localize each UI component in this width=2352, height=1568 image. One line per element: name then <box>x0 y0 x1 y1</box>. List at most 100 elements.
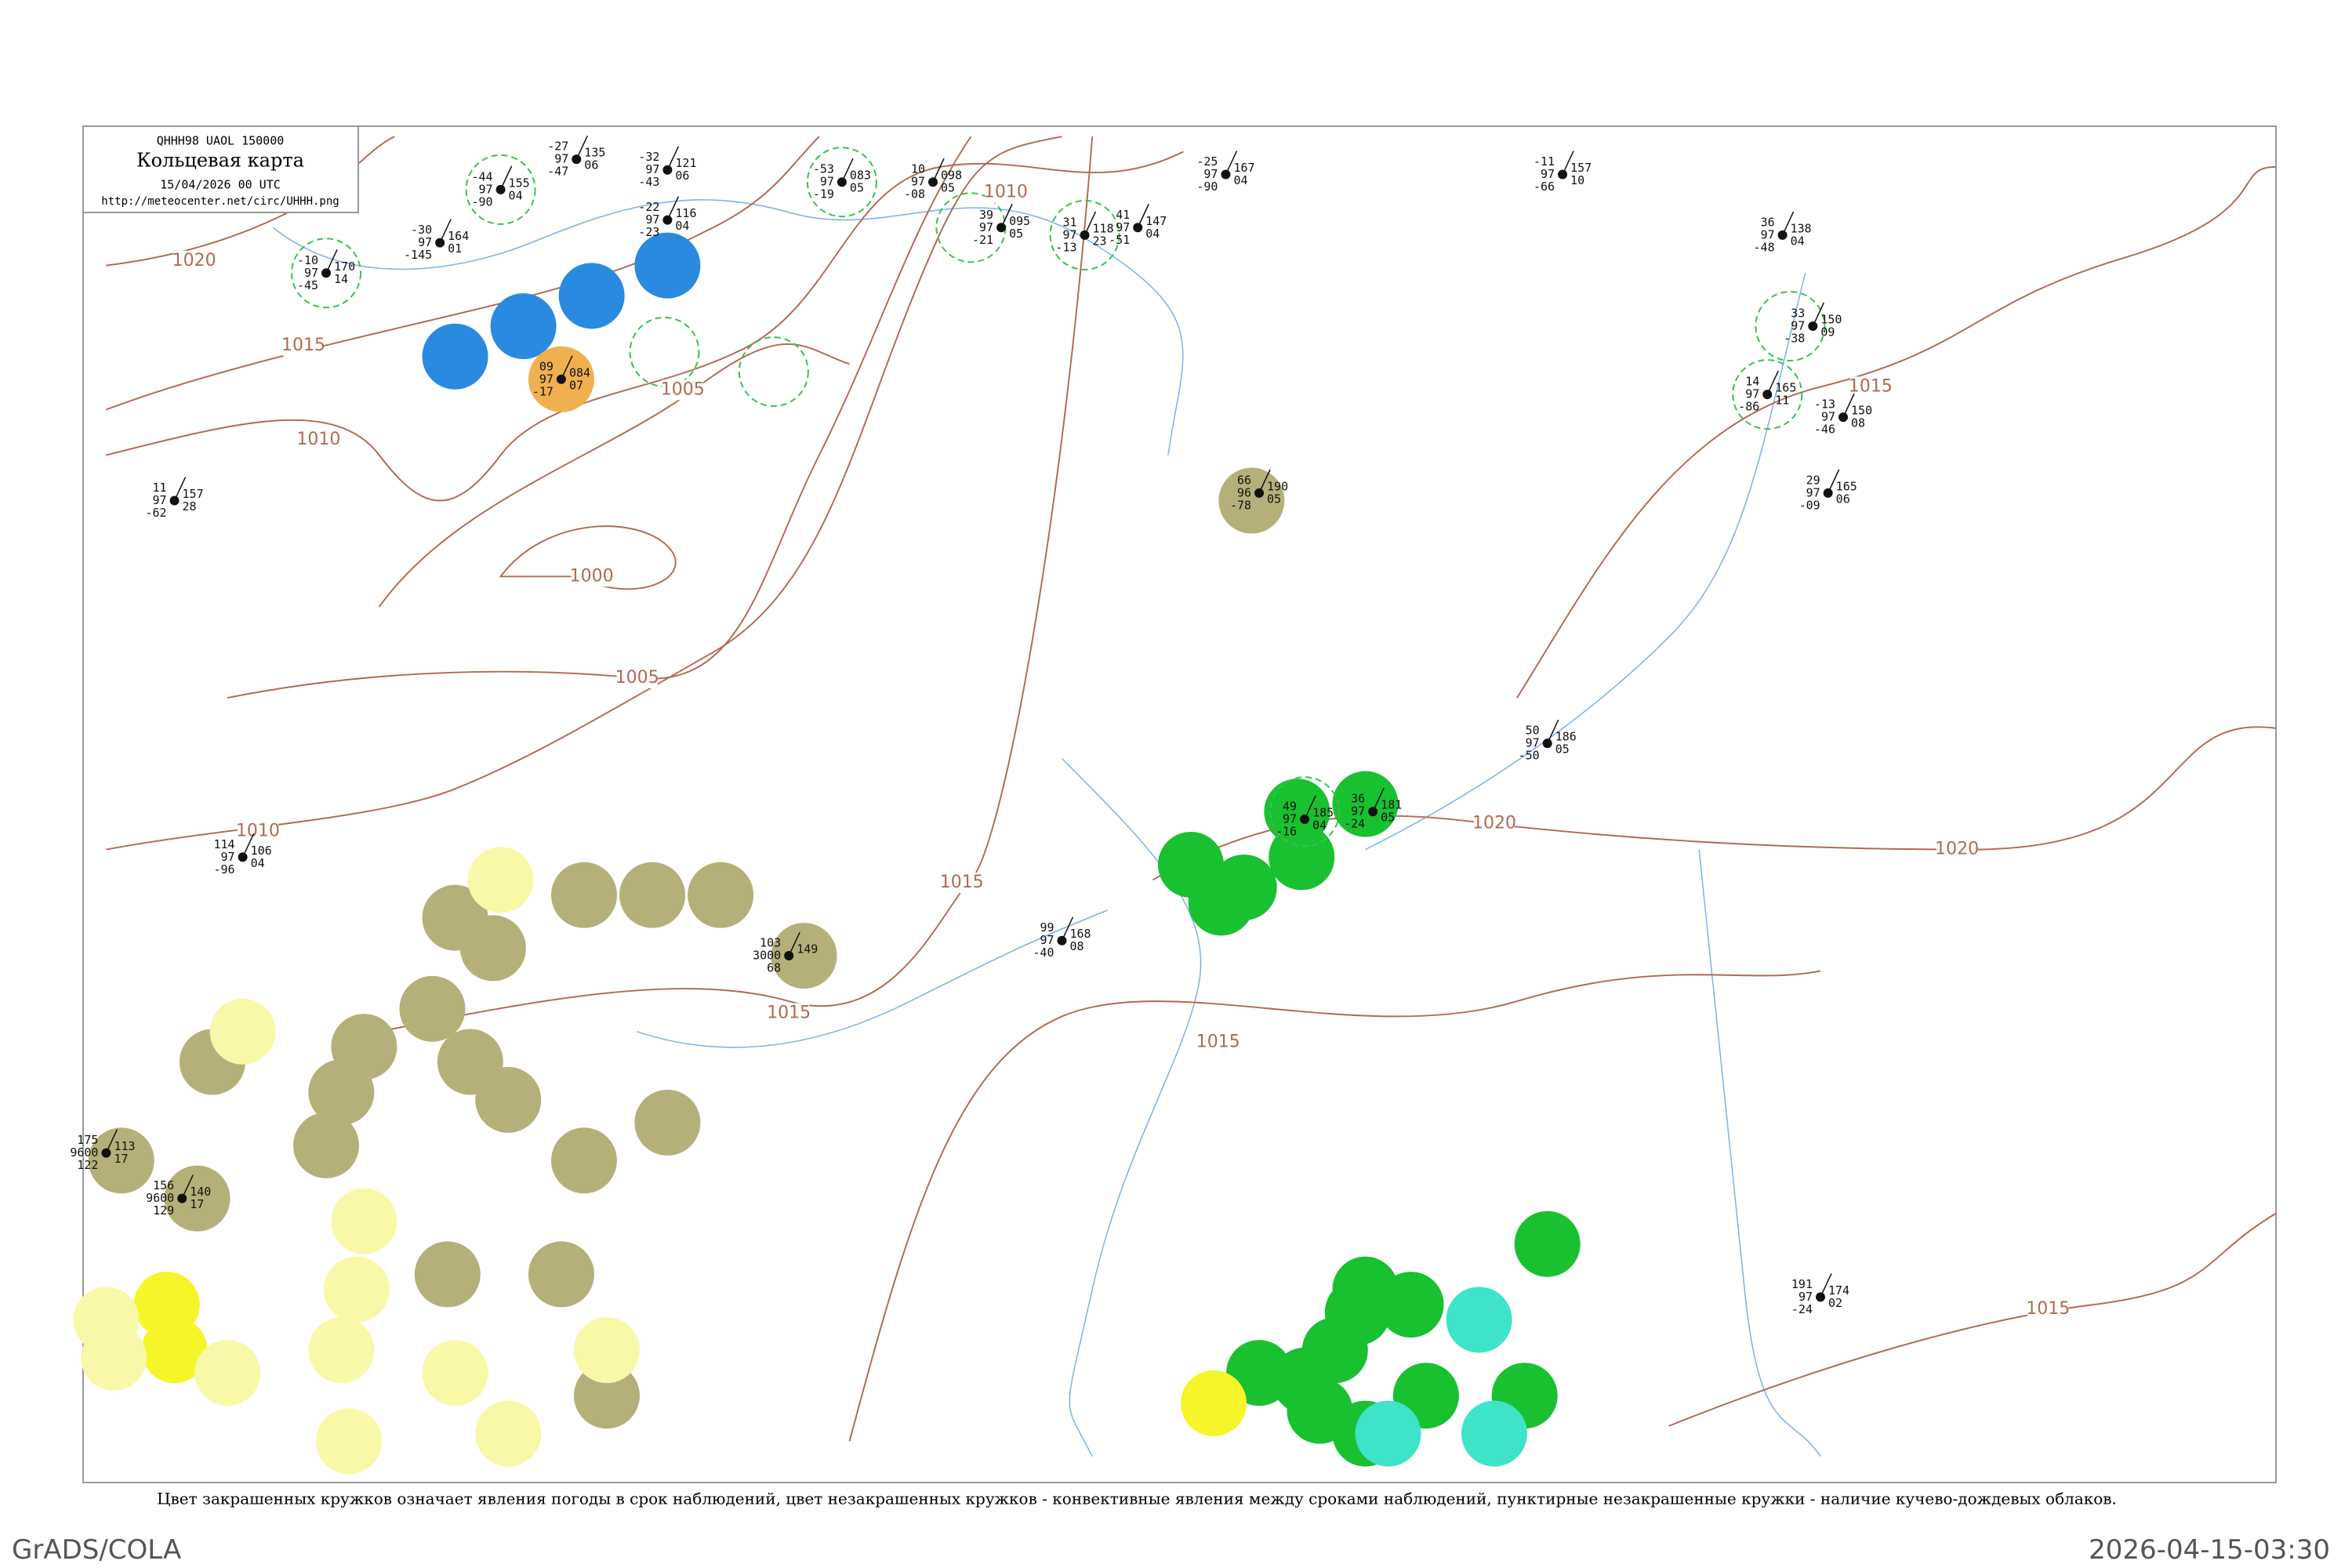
station-value: 08 <box>1070 939 1084 953</box>
station-value: 97 <box>1351 804 1365 818</box>
station-value: 09 <box>1820 325 1835 339</box>
weather-circle <box>331 1188 397 1254</box>
isobar-label: 1020 <box>1472 814 1516 833</box>
isobar-label-bg <box>662 379 703 401</box>
station-value: 113 <box>114 1139 135 1153</box>
station-value: 122 <box>77 1158 98 1172</box>
wind-barb <box>1000 203 1013 228</box>
station-value: -27 <box>547 140 568 154</box>
station-value: -53 <box>813 162 834 176</box>
cb-circle <box>806 147 877 218</box>
station-value: 106 <box>251 844 272 858</box>
weather-circle <box>141 1317 208 1384</box>
cb-circle <box>291 238 362 309</box>
header-url: http://meteocenter.net/circ/UHHH.png <box>101 195 339 208</box>
station-value: 10 <box>911 162 925 176</box>
weather-circle <box>1181 1370 1247 1436</box>
isobar-label-bg <box>616 667 658 688</box>
station-value: 121 <box>675 156 696 170</box>
station-value: 04 <box>509 188 523 202</box>
isobar-label: 1015 <box>281 336 325 355</box>
station-value: 165 <box>1775 381 1796 395</box>
weather-circle <box>467 847 534 913</box>
weather-circles <box>73 147 1826 1475</box>
weather-circle <box>528 1241 594 1308</box>
station-value: 164 <box>448 229 469 243</box>
station-value: 05 <box>1381 811 1395 825</box>
isobars <box>106 136 2276 1442</box>
station-value: -78 <box>1230 498 1251 512</box>
station-value: 174 <box>1828 1283 1849 1298</box>
wind-barb <box>666 146 680 171</box>
station-value: -22 <box>638 200 659 214</box>
station-value: 68 <box>767 961 781 975</box>
station-value: -90 <box>1196 180 1218 194</box>
station-value: -21 <box>972 233 993 247</box>
isobar-label-bg <box>1936 839 1978 860</box>
station-value: 97 <box>1798 1290 1813 1304</box>
isobar-label: 1015 <box>1849 376 1893 396</box>
station-value: -24 <box>1791 1302 1813 1316</box>
station-value: -96 <box>214 862 235 877</box>
isobar-label-bg <box>941 873 982 894</box>
station-value: 01 <box>448 241 462 256</box>
station-value: -23 <box>638 225 659 239</box>
weather-circle <box>475 1066 542 1133</box>
station-value: 97 <box>979 220 993 234</box>
station-value: 165 <box>1836 479 1857 493</box>
station-value: 97 <box>221 850 235 864</box>
station-value: 150 <box>1820 313 1842 327</box>
station-value: 185 <box>1312 805 1334 819</box>
station-value: -44 <box>471 169 492 183</box>
wind-barb <box>1812 302 1825 327</box>
weather-circle <box>1218 467 1285 534</box>
isobar-label-bg <box>298 430 339 451</box>
isobar-label: 1015 <box>767 1004 811 1023</box>
station-value: -19 <box>813 187 834 201</box>
cb-circle <box>738 336 809 408</box>
station-value: 05 <box>941 181 955 195</box>
isobar-label-bg <box>283 336 324 357</box>
station-value: 97 <box>1791 319 1805 333</box>
header-title: Кольцевая карта <box>136 150 304 172</box>
station-value: 23 <box>1093 234 1107 248</box>
weather-circle <box>574 1363 640 1429</box>
wind-barb <box>841 158 854 183</box>
isobar-label: 1020 <box>1935 840 1979 859</box>
station-value: 04 <box>1312 818 1327 832</box>
wind-barb <box>1372 787 1385 812</box>
station-value: -30 <box>411 223 432 237</box>
isobar-label-bg <box>237 821 278 842</box>
station-value: 97 <box>152 493 166 507</box>
weather-circle <box>414 1241 481 1308</box>
wind-barb <box>666 196 680 220</box>
weather-circle <box>316 1408 383 1475</box>
station-value: 02 <box>1828 1296 1842 1310</box>
weather-circle <box>323 1256 390 1323</box>
wind-barb <box>181 1174 194 1199</box>
wind-barb <box>1258 469 1271 494</box>
isobar-label: 1015 <box>1196 1032 1240 1051</box>
station-value: 129 <box>153 1203 174 1218</box>
wind-barb <box>1137 203 1149 228</box>
station-value: -90 <box>471 194 492 209</box>
station-value: 083 <box>850 169 871 183</box>
station-value: 50 <box>1526 724 1540 738</box>
station-value: -32 <box>638 150 659 164</box>
cb-circle <box>1269 776 1341 848</box>
weather-circle <box>209 998 276 1065</box>
wind-barb <box>1842 393 1855 418</box>
station-value: 97 <box>304 266 318 280</box>
station-value: 05 <box>850 181 864 195</box>
station-value: 97 <box>1203 167 1218 181</box>
stations: -4497-9015504-2797-4713506-3297-4312106-… <box>70 135 1872 1316</box>
isobar-label: 1010 <box>236 821 280 840</box>
weather-circle <box>1461 1400 1527 1467</box>
isobar-label-bg <box>768 1003 810 1024</box>
weather-circle <box>1446 1287 1512 1353</box>
isobar-label-bg <box>571 566 612 587</box>
header-date: 15/04/2026 00 UTC <box>160 178 281 192</box>
isobar-label: 1015 <box>940 873 984 892</box>
station-value: -13 <box>1814 397 1835 412</box>
